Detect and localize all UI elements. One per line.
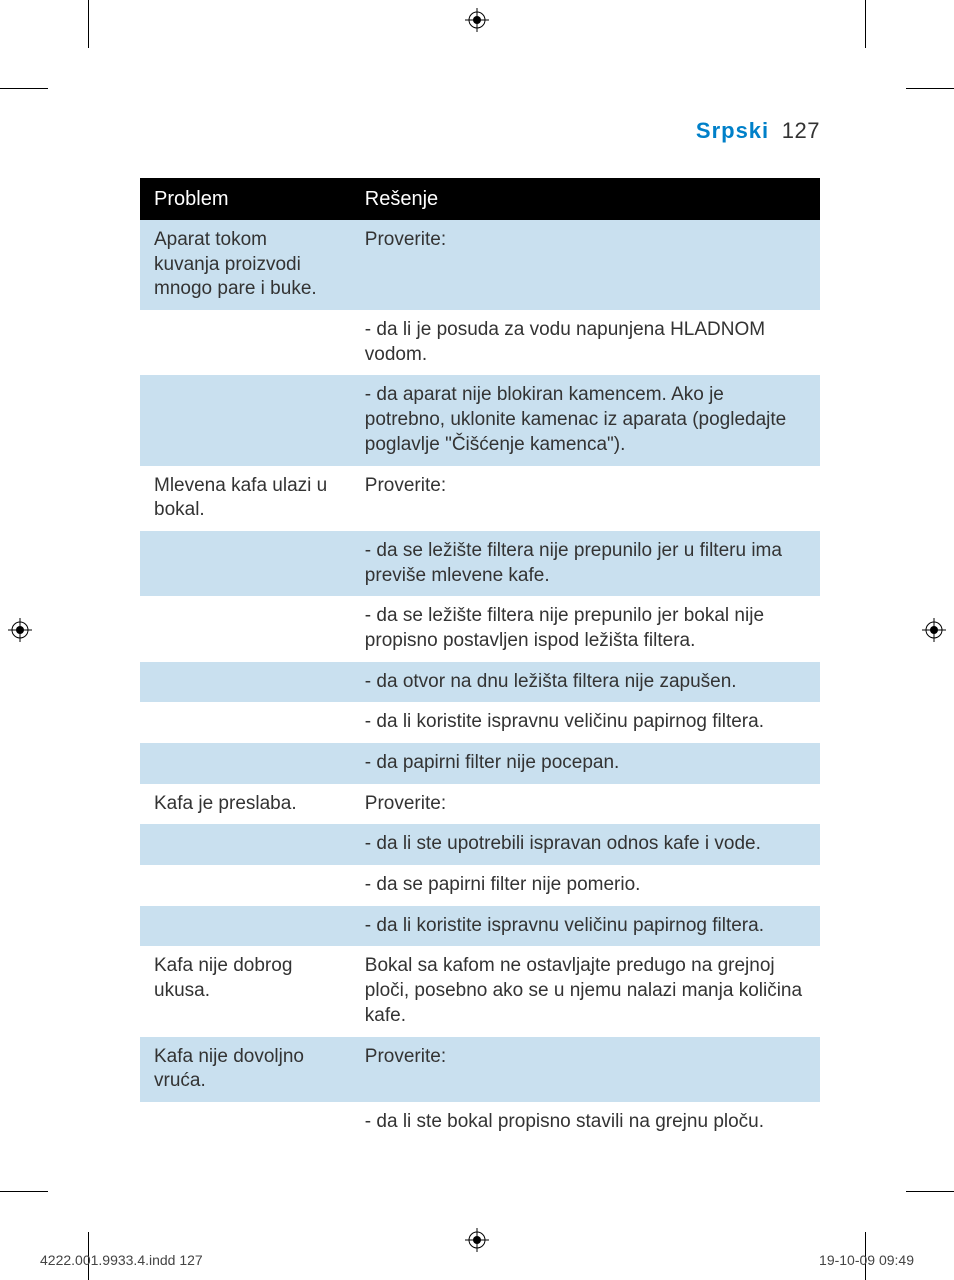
table-row: - da se ležište filtera nije prepunilo j…: [140, 531, 820, 596]
cell-problem: [140, 702, 351, 743]
cell-solution: - da papirni filter nije pocepan.: [351, 743, 820, 784]
table-row: Aparat tokom kuvanja proizvodi mnogo par…: [140, 220, 820, 310]
crop-mark: [88, 0, 89, 48]
cell-solution: Proverite:: [351, 784, 820, 825]
cell-solution: - da li koristite ispravnu veličinu papi…: [351, 906, 820, 947]
cell-solution: Proverite:: [351, 466, 820, 531]
table-row: - da li koristite ispravnu veličinu papi…: [140, 906, 820, 947]
crop-mark: [865, 0, 866, 48]
cell-problem: [140, 375, 351, 465]
cell-problem: [140, 596, 351, 661]
page-header: Srpski 127: [140, 118, 820, 144]
table-row: - da li ste upotrebili ispravan odnos ka…: [140, 824, 820, 865]
troubleshooting-table: Problem Rešenje Aparat tokom kuvanja pro…: [140, 178, 820, 1143]
cell-solution: - da otvor na dnu ležišta filtera nije z…: [351, 662, 820, 703]
cell-problem: [140, 743, 351, 784]
print-footer: 4222.001.9933.4.indd 127 19-10-09 09:49: [40, 1252, 914, 1268]
registration-mark-icon: [465, 8, 489, 32]
table-row: - da li koristite ispravnu veličinu papi…: [140, 702, 820, 743]
cell-solution: - da se ležište filtera nije prepunilo j…: [351, 596, 820, 661]
footer-file-info: 4222.001.9933.4.indd 127: [40, 1252, 203, 1268]
cell-solution: - da li ste bokal propisno stavili na gr…: [351, 1102, 820, 1143]
table-row: Kafa nije dovoljno vruća.Proverite:: [140, 1037, 820, 1102]
table-row: - da papirni filter nije pocepan.: [140, 743, 820, 784]
cell-solution: Proverite:: [351, 1037, 820, 1102]
cell-solution: - da aparat nije blokiran kamencem. Ako …: [351, 375, 820, 465]
registration-mark-icon: [465, 1228, 489, 1252]
page-number: 127: [782, 118, 820, 143]
registration-mark-icon: [8, 618, 32, 642]
table-header-row: Problem Rešenje: [140, 178, 820, 220]
language-label: Srpski: [696, 118, 769, 143]
cell-problem: [140, 1102, 351, 1143]
column-header-solution: Rešenje: [351, 178, 820, 220]
cell-solution: - da se ležište filtera nije prepunilo j…: [351, 531, 820, 596]
cell-problem: Mlevena kafa ulazi u bokal.: [140, 466, 351, 531]
cell-problem: Kafa je preslaba.: [140, 784, 351, 825]
cell-solution: - da li je posuda za vodu napunjena HLAD…: [351, 310, 820, 375]
footer-timestamp: 19-10-09 09:49: [819, 1252, 914, 1268]
cell-solution: - da li ste upotrebili ispravan odnos ka…: [351, 824, 820, 865]
table-row: - da se papirni filter nije pomerio.: [140, 865, 820, 906]
cell-problem: Kafa nije dovoljno vruća.: [140, 1037, 351, 1102]
cell-solution: - da se papirni filter nije pomerio.: [351, 865, 820, 906]
table-row: - da aparat nije blokiran kamencem. Ako …: [140, 375, 820, 465]
cell-problem: [140, 310, 351, 375]
crop-mark: [0, 1191, 48, 1192]
table-row: - da se ležište filtera nije prepunilo j…: [140, 596, 820, 661]
cell-problem: [140, 531, 351, 596]
table-row: - da otvor na dnu ležišta filtera nije z…: [140, 662, 820, 703]
crop-mark: [906, 88, 954, 89]
cell-problem: [140, 824, 351, 865]
cell-problem: [140, 865, 351, 906]
crop-mark: [0, 88, 48, 89]
registration-mark-icon: [922, 618, 946, 642]
cell-solution: Bokal sa kafom ne ostavljajte predugo na…: [351, 946, 820, 1036]
column-header-problem: Problem: [140, 178, 351, 220]
cell-problem: Aparat tokom kuvanja proizvodi mnogo par…: [140, 220, 351, 310]
page-content: Srpski 127 Problem Rešenje Aparat tokom …: [140, 118, 820, 1143]
cell-problem: [140, 906, 351, 947]
table-row: Mlevena kafa ulazi u bokal.Proverite:: [140, 466, 820, 531]
cell-problem: Kafa nije dobrog ukusa.: [140, 946, 351, 1036]
table-row: Kafa je preslaba.Proverite:: [140, 784, 820, 825]
table-row: - da li ste bokal propisno stavili na gr…: [140, 1102, 820, 1143]
cell-problem: [140, 662, 351, 703]
table-row: - da li je posuda za vodu napunjena HLAD…: [140, 310, 820, 375]
table-row: Kafa nije dobrog ukusa.Bokal sa kafom ne…: [140, 946, 820, 1036]
crop-mark: [906, 1191, 954, 1192]
cell-solution: Proverite:: [351, 220, 820, 310]
cell-solution: - da li koristite ispravnu veličinu papi…: [351, 702, 820, 743]
